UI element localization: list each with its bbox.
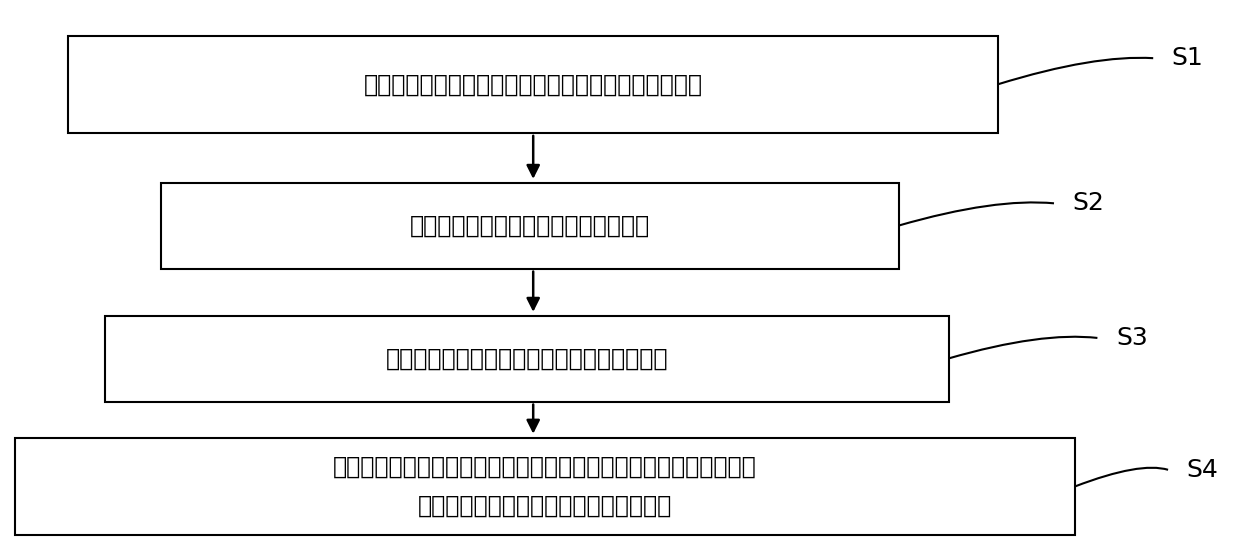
Text: 建立系统的整体仿真模型，设置仿真环境参数: 建立系统的整体仿真模型，设置仿真环境参数: [386, 347, 668, 371]
Bar: [68, 36, 998, 133]
Bar: [15, 438, 1075, 535]
Text: S3: S3: [1116, 326, 1148, 350]
Text: 搭建等效电路模型中各元件的内部模型: 搭建等效电路模型中各元件的内部模型: [410, 214, 650, 238]
Bar: [161, 183, 899, 269]
Bar: [105, 316, 949, 402]
Text: 依次对系统各短路故障点进行仿真，分析各熔断器的熔断时序，调整
熔断器参数以满足系统短路保护设计要求: 依次对系统各短路故障点进行仿真，分析各熔断器的熔断时序，调整 熔断器参数以满足系…: [334, 454, 756, 518]
Text: S4: S4: [1187, 458, 1219, 482]
Text: S1: S1: [1172, 46, 1204, 70]
Text: 分析短路故障时刻系统的主电路并搭建其等效电路模型: 分析短路故障时刻系统的主电路并搭建其等效电路模型: [363, 73, 703, 96]
Text: S2: S2: [1073, 191, 1105, 216]
